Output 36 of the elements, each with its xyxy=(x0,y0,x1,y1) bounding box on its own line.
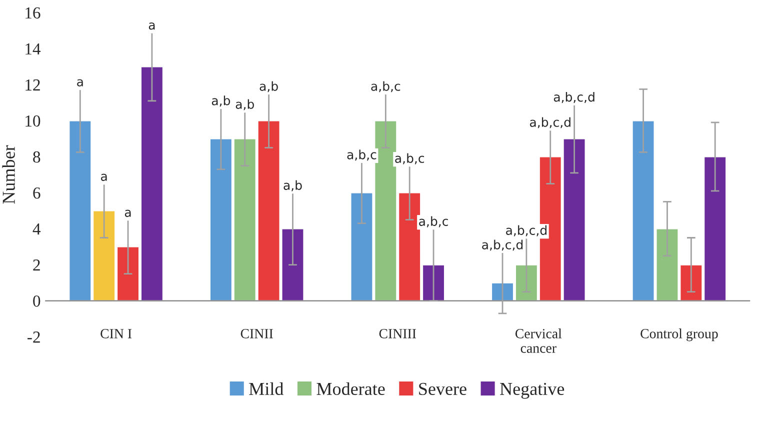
y-tick-label: 12 xyxy=(26,79,40,90)
data-label: a,b,c,d xyxy=(482,240,523,251)
y-tick-label: 2 xyxy=(33,260,40,271)
legend-label: Mild xyxy=(249,382,284,396)
y-axis-title: Number xyxy=(2,145,15,204)
data-label: a,b,c,d xyxy=(554,92,594,103)
x-tick-label: CIN I xyxy=(100,329,132,338)
data-label: a,b xyxy=(260,81,278,92)
data-label: a xyxy=(124,210,131,217)
data-label: a xyxy=(148,22,155,30)
y-tick-label: 14 xyxy=(26,43,41,54)
y-tick-label: 0 xyxy=(33,295,40,307)
y-tick-label: 6 xyxy=(33,187,40,199)
data-label: a,b xyxy=(236,99,254,110)
y-tick-label: 4 xyxy=(32,224,41,235)
data-label: a,b,c xyxy=(419,216,448,228)
data-label: a,b,c,d xyxy=(506,225,546,236)
y-tick-label: 10 xyxy=(26,115,40,127)
data-label: a xyxy=(101,174,107,181)
x-tick-label: CINII xyxy=(240,329,273,338)
y-tick-label: 8 xyxy=(33,151,40,163)
legend-label: Negative xyxy=(500,382,564,399)
y-tick-label: 16 xyxy=(26,7,40,19)
data-label: a,b,c xyxy=(395,153,424,164)
x-tick-label: CINIII xyxy=(379,329,416,338)
data-label: a,b,c,d xyxy=(530,117,570,128)
data-label: a,b xyxy=(212,96,230,107)
y-tick-label: -2 xyxy=(28,332,40,343)
legend-label: Severe xyxy=(419,382,466,396)
data-label: a,b,c xyxy=(347,150,376,161)
data-label: a,b,c xyxy=(371,81,400,92)
legend-label: Moderate xyxy=(316,382,385,396)
data-label: a xyxy=(77,79,83,86)
x-tick-label: Control group xyxy=(640,328,718,342)
data-label: a,b xyxy=(284,180,302,192)
x-tick-label: Cervical cancer xyxy=(515,328,562,353)
